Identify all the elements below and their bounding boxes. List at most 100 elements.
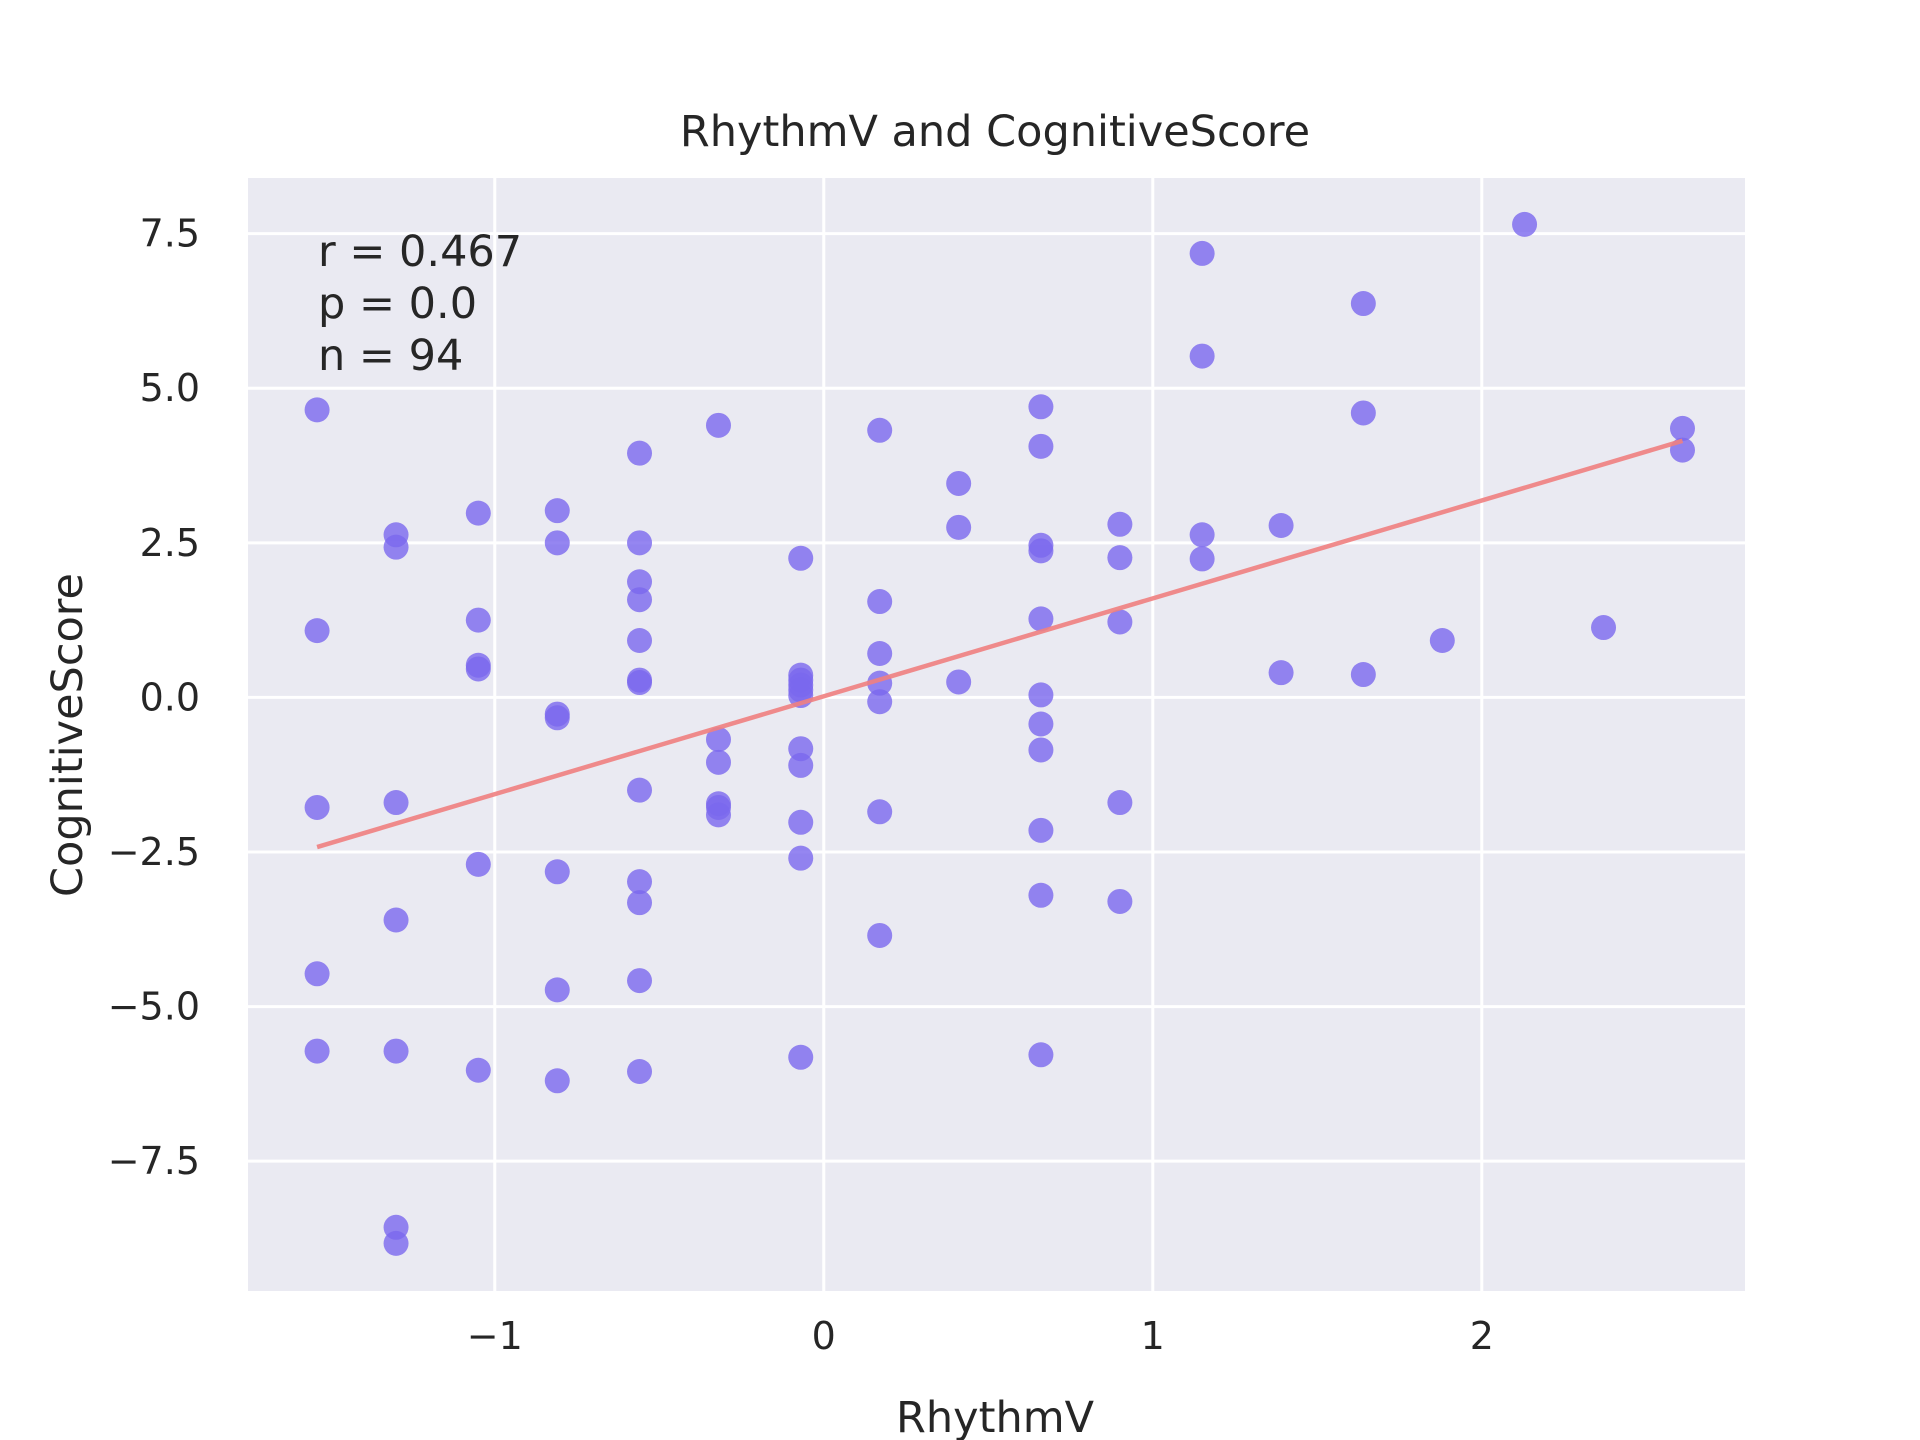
data-point	[1512, 211, 1538, 237]
data-point	[304, 397, 330, 423]
data-point	[627, 440, 653, 466]
data-point	[1189, 546, 1215, 572]
y-tick-label: 7.5	[140, 212, 200, 256]
data-point	[1189, 522, 1215, 548]
data-point	[383, 790, 409, 816]
data-point	[705, 726, 731, 752]
x-axis-label: RhythmV	[896, 1393, 1095, 1440]
data-point	[465, 607, 491, 633]
data-point	[1350, 662, 1376, 688]
data-point	[705, 802, 731, 828]
data-point	[867, 640, 893, 666]
data-point	[705, 749, 731, 775]
grid-lines	[248, 178, 1745, 1291]
y-tick-label: −7.5	[108, 1139, 200, 1183]
y-tick-label: 0.0	[140, 675, 200, 719]
data-point	[544, 977, 570, 1003]
data-point	[946, 514, 972, 540]
data-point	[627, 777, 653, 803]
x-tick-label: 0	[812, 1314, 836, 1358]
data-point	[304, 961, 330, 987]
data-point	[544, 1068, 570, 1094]
data-point	[946, 470, 972, 496]
data-point	[1028, 682, 1054, 708]
data-point	[1028, 394, 1054, 420]
y-tick-label: 2.5	[140, 521, 200, 565]
data-point	[867, 689, 893, 715]
stat-p: p = 0.0	[318, 279, 477, 329]
data-point	[383, 1038, 409, 1064]
data-point	[304, 794, 330, 820]
data-point	[867, 589, 893, 615]
y-axis-label: CognitiveScore	[43, 573, 93, 897]
y-tick-label: −2.5	[108, 830, 200, 874]
y-tick-label: −5.0	[108, 985, 200, 1029]
data-point	[1028, 1042, 1054, 1068]
regression-line	[316, 438, 1684, 850]
x-tick-label: −1	[467, 1314, 523, 1358]
data-point	[1591, 615, 1617, 641]
data-point	[544, 859, 570, 885]
data-point	[383, 534, 409, 560]
data-point	[383, 907, 409, 933]
data-point	[1028, 882, 1054, 908]
data-point	[1028, 711, 1054, 737]
y-tick-label: 5.0	[140, 366, 200, 410]
data-point	[465, 656, 491, 682]
data-point	[627, 530, 653, 556]
data-point	[788, 545, 814, 571]
x-tick-label: 2	[1470, 1314, 1494, 1358]
data-point	[465, 500, 491, 526]
data-point	[544, 498, 570, 524]
data-point	[383, 1230, 409, 1256]
data-point	[544, 705, 570, 731]
data-point	[788, 1044, 814, 1070]
data-point	[946, 669, 972, 695]
data-point	[465, 1057, 491, 1083]
data-point	[1028, 606, 1054, 632]
data-point	[1107, 511, 1133, 537]
data-point	[705, 412, 731, 438]
data-point	[627, 869, 653, 895]
data-point	[1028, 817, 1054, 843]
data-point	[1028, 538, 1054, 564]
data-point	[627, 890, 653, 916]
data-point	[1107, 888, 1133, 914]
data-point	[304, 618, 330, 644]
data-point	[1350, 400, 1376, 426]
data-point	[867, 799, 893, 825]
data-points	[304, 211, 1695, 1256]
data-point	[627, 569, 653, 595]
data-point	[465, 851, 491, 877]
data-point	[627, 1058, 653, 1084]
x-tick-labels: −1 0 1 2	[467, 1314, 1494, 1358]
x-tick-label: 1	[1141, 1314, 1165, 1358]
stat-n: n = 94	[318, 331, 463, 381]
data-point	[1268, 660, 1294, 686]
data-point	[627, 968, 653, 994]
data-point	[788, 809, 814, 835]
data-point	[867, 922, 893, 948]
data-point	[627, 587, 653, 613]
plot-background	[248, 178, 1745, 1291]
data-point	[788, 845, 814, 871]
data-point	[304, 1038, 330, 1064]
data-point	[1107, 609, 1133, 635]
data-point	[627, 628, 653, 654]
data-point	[867, 417, 893, 443]
stat-r: r = 0.467	[318, 227, 522, 277]
data-point	[1189, 343, 1215, 369]
data-point	[544, 530, 570, 556]
data-point	[1028, 433, 1054, 459]
data-point	[1669, 415, 1695, 441]
data-point	[1268, 513, 1294, 539]
data-point	[788, 752, 814, 778]
data-point	[1350, 291, 1376, 317]
data-point	[1107, 545, 1133, 571]
chart-title: RhythmV and CognitiveScore	[680, 107, 1310, 157]
data-point	[1028, 737, 1054, 763]
data-point	[1429, 628, 1455, 654]
data-point	[627, 670, 653, 696]
y-tick-labels: −7.5 −5.0 −2.5 0.0 2.5 5.0 7.5	[108, 212, 200, 1184]
